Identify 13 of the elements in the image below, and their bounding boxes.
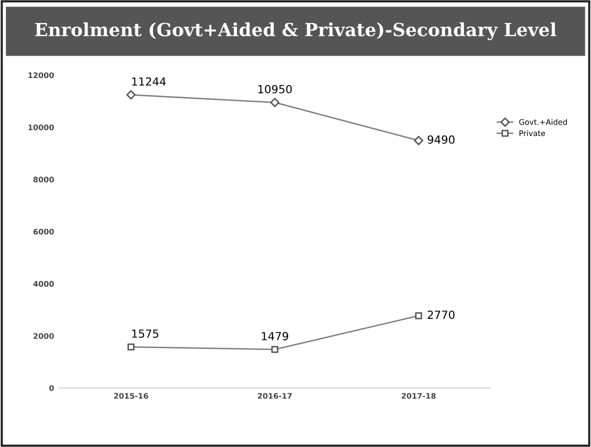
data-label: 1479 xyxy=(262,332,288,340)
data-label: 1575 xyxy=(132,330,158,338)
data-label: 10950 xyxy=(258,84,292,94)
chart-title: Enrolment (Govt+Aided & Private)-Secondary Level xyxy=(35,22,556,40)
point xyxy=(415,312,422,320)
data-label: 11244 xyxy=(132,77,166,86)
point xyxy=(126,90,136,100)
point xyxy=(414,136,424,146)
point xyxy=(270,98,280,108)
data-label: 9490 xyxy=(428,135,454,144)
data-label: 2770 xyxy=(428,310,454,319)
point xyxy=(128,343,134,350)
point xyxy=(271,346,278,353)
